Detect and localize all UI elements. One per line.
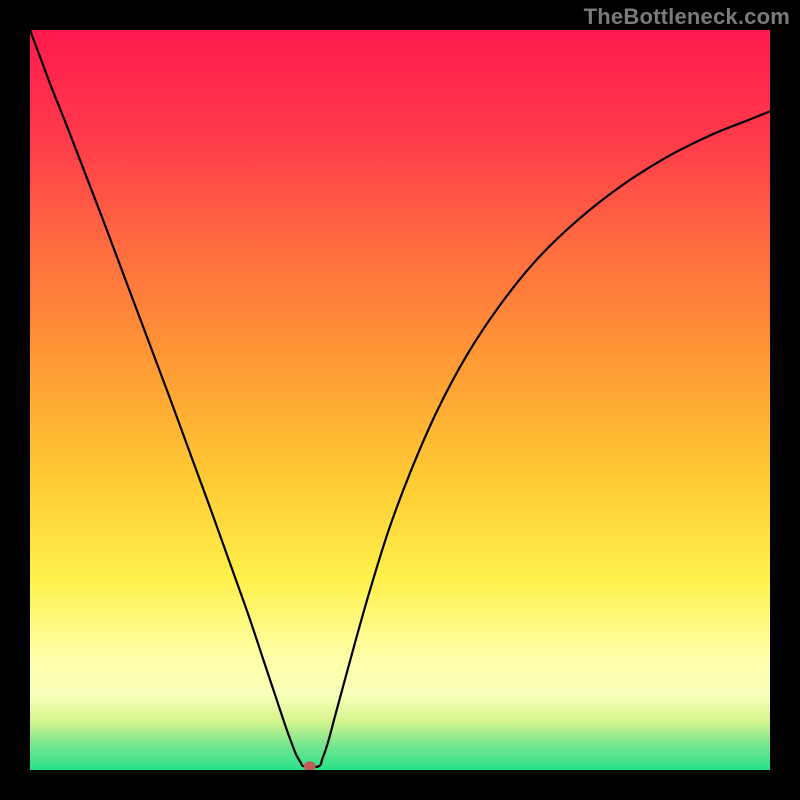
chart-frame: TheBottleneck.com [0, 0, 800, 800]
plot-background [30, 30, 770, 770]
bottleneck-curve-plot [30, 30, 770, 770]
watermark-label: TheBottleneck.com [584, 4, 790, 30]
